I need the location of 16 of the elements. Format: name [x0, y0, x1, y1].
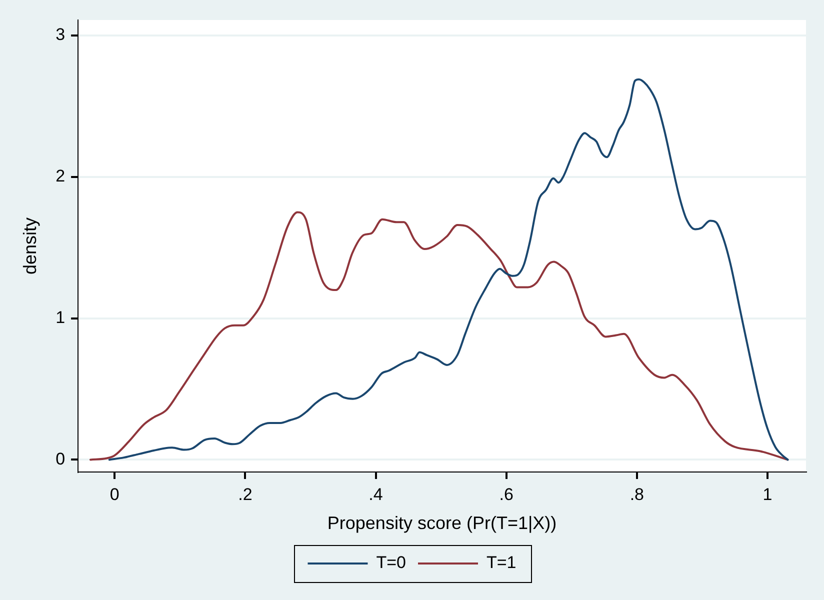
legend-label: T=0 — [376, 553, 406, 572]
y-tick-label: 1 — [56, 308, 66, 328]
line-series — [108, 78, 789, 461]
legend-label: T=1 — [486, 553, 516, 572]
y-tick-label: 2 — [56, 166, 66, 186]
y-axis-title: density — [20, 217, 40, 275]
x-axis-title: Propensity score (Pr(T=1|X)) — [327, 513, 557, 534]
y-tick-label: 3 — [56, 25, 66, 44]
x-tick-label: .2 — [238, 484, 252, 504]
line-series — [89, 211, 789, 461]
x-tick-label: .8 — [630, 484, 644, 504]
y-tick-label: 0 — [56, 449, 66, 468]
x-tick-label: 1 — [762, 484, 772, 504]
x-tick-label: 0 — [110, 484, 120, 504]
x-tick-label: .4 — [368, 484, 383, 504]
x-tick-label: .6 — [499, 484, 514, 504]
